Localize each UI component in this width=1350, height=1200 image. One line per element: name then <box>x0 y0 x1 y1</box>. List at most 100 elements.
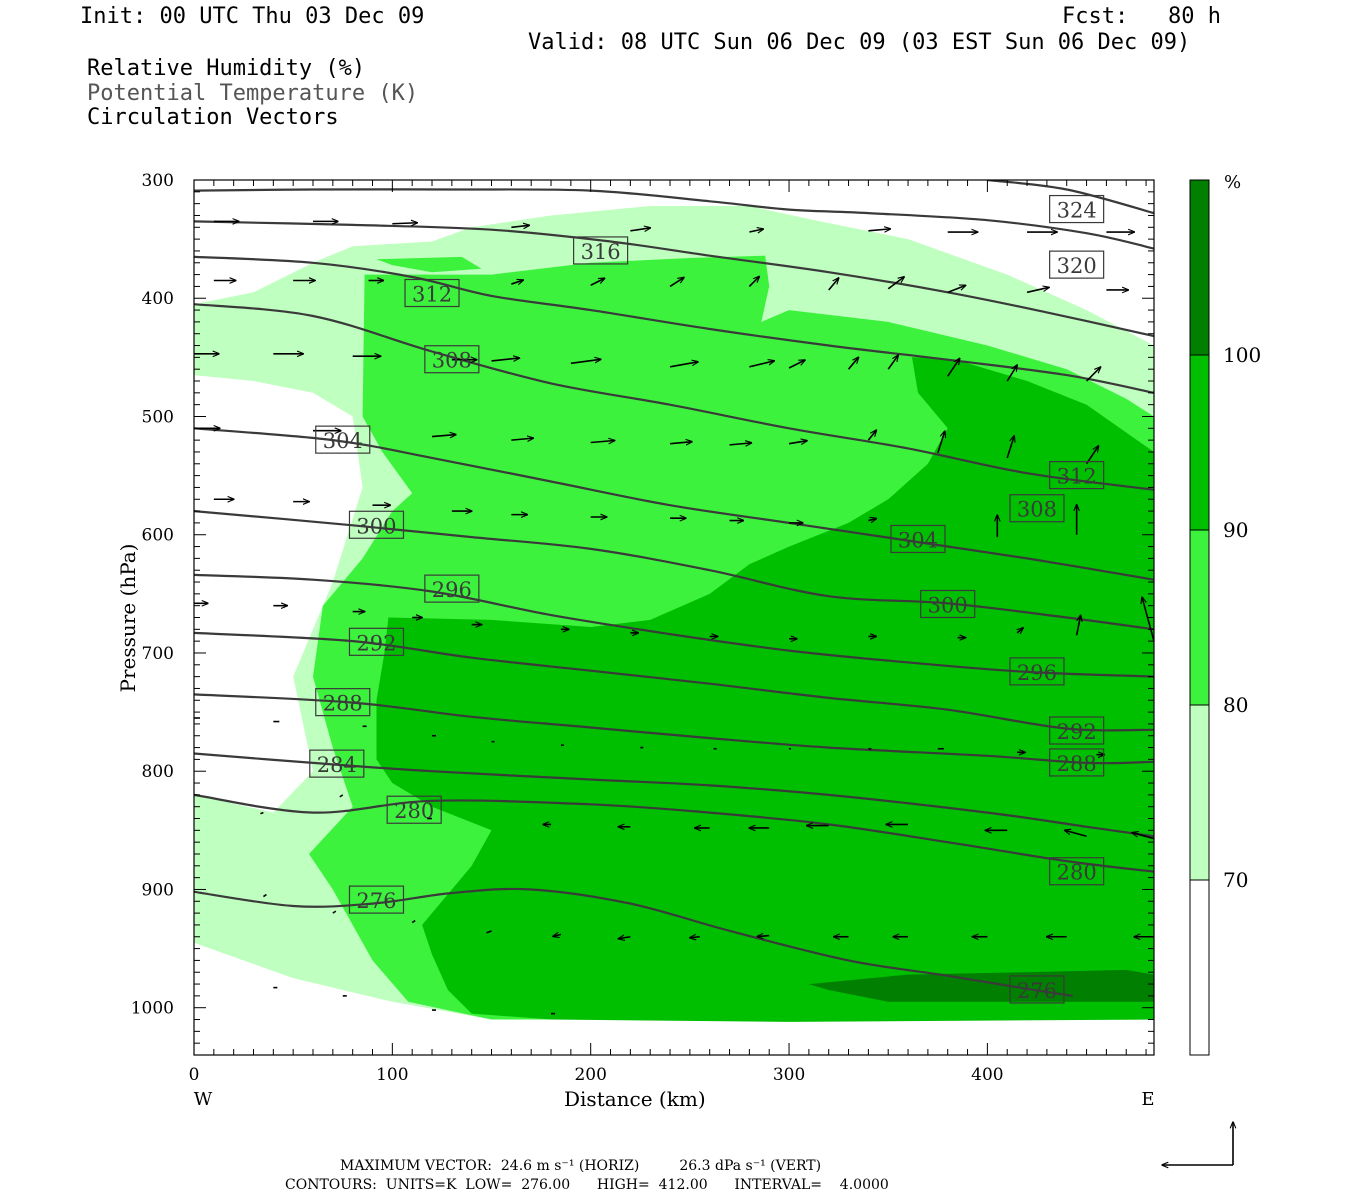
colorbar-level-label: 90 <box>1223 518 1248 542</box>
contour-label-text: 296 <box>432 578 472 602</box>
circulation-vector <box>947 285 966 294</box>
contour-label-box <box>1049 857 1105 886</box>
contour-label-text: 312 <box>412 283 452 307</box>
contour-label-text: 276 <box>356 889 396 913</box>
circulation-vector <box>690 937 700 938</box>
contour-label-292-1: 292 <box>348 627 405 656</box>
contour-label-box <box>1009 657 1065 686</box>
colorbar-level-label: 80 <box>1223 693 1248 717</box>
contour-label-text: 276 <box>1017 979 1057 1003</box>
y-tick-label: 1000 <box>131 999 174 1019</box>
init-time-label: Init: 00 UTC Thu 03 Dec 09 <box>80 4 425 29</box>
theta-contour-276 <box>194 887 1073 997</box>
theta-contour-316 <box>194 220 1154 338</box>
circulation-vector <box>749 229 763 232</box>
y-axis-title: Pressure (hPa) <box>116 544 140 693</box>
circulation-vector <box>590 278 605 286</box>
contour-label-text: 300 <box>356 514 396 538</box>
contour-label-280-1: 280 <box>386 795 442 824</box>
circulation-vector <box>1132 833 1154 840</box>
circulation-vector <box>1142 597 1154 642</box>
contour-label-308-2: 308 <box>1009 494 1065 523</box>
contour-label-box <box>315 425 371 454</box>
circulation-vector <box>411 919 416 924</box>
contour-label-276-2: 276 <box>1009 975 1065 1004</box>
theta-contour-324 <box>987 180 1154 215</box>
forecast-hour-label: Fcst: 80 h <box>1062 4 1221 29</box>
contour-label-308-1: 308 <box>424 345 480 374</box>
circulation-vector <box>847 357 859 370</box>
circulation-vector <box>788 441 807 444</box>
circulation-vector <box>431 435 456 437</box>
circulation-vector <box>1017 628 1023 633</box>
contour-label-text: 292 <box>1057 720 1097 744</box>
contour-label-box <box>348 885 405 914</box>
contour-label-text: 320 <box>1057 254 1097 278</box>
circulation-vector <box>511 225 529 227</box>
contour-label-324-1: 324 <box>1049 194 1105 224</box>
theta-contour-308 <box>194 303 1154 491</box>
y-tick-label: 400 <box>142 289 174 309</box>
contour-label-text: 304 <box>898 528 938 552</box>
circulation-vector <box>1085 367 1101 382</box>
x-tick-label: 200 <box>574 1065 606 1085</box>
colorbar-level-label: 100 <box>1223 343 1261 367</box>
colorbar-swatch-3 <box>1189 529 1210 706</box>
legend-potential-temperature: Potential Temperature (K) <box>87 81 419 106</box>
circulation-vector <box>1006 365 1017 382</box>
contour-label-box <box>309 749 365 778</box>
circulation-vector <box>511 280 523 284</box>
y-tick-label: 900 <box>142 880 174 900</box>
circulation-vector <box>669 277 684 288</box>
colorbar-swatch-4 <box>1189 354 1210 531</box>
east-end-label: E <box>1141 1089 1154 1110</box>
contour-label-296-1: 296 <box>424 574 480 603</box>
contour-label-text: 308 <box>1017 498 1057 522</box>
circulation-vector <box>1026 287 1049 294</box>
humidity-fill-layer <box>194 206 1154 1022</box>
contour-label-text: 296 <box>1017 661 1057 685</box>
colorbar-unit-label: % <box>1224 172 1241 193</box>
contour-label-box <box>573 236 629 265</box>
contour-label-292-2: 292 <box>1049 716 1105 745</box>
contour-label-box <box>920 589 976 619</box>
theta-contour-layer <box>194 180 1154 997</box>
circulation-vector <box>748 276 759 287</box>
contour-label-layer: 276 276 280 280 284 288 288 292 292 296 296 300 300 3… <box>309 194 1105 1004</box>
contour-label-box <box>1049 716 1105 745</box>
contour-label-312-2: 312 <box>1049 461 1105 490</box>
circulation-vector <box>590 441 615 443</box>
circulation-vector <box>1006 436 1014 459</box>
contour-label-box <box>404 278 460 308</box>
contour-label-text: 292 <box>356 631 396 655</box>
contour-label-276-1: 276 <box>348 885 405 914</box>
contour-label-text: 284 <box>317 753 357 777</box>
circulation-vector <box>887 355 898 370</box>
contour-label-320-1: 320 <box>1049 250 1105 279</box>
circulation-vector <box>828 278 839 291</box>
x-tick-label: 300 <box>773 1065 805 1085</box>
circulation-vector <box>669 442 692 444</box>
circulation-vector <box>669 362 698 368</box>
contour-label-text: 300 <box>928 593 968 617</box>
circulation-vector <box>339 794 344 798</box>
max-vector-horiz: 24.6 m s⁻¹ (HORIZ) <box>500 1158 640 1174</box>
y-tick-label: 500 <box>142 407 174 427</box>
y-tick-label: 700 <box>142 644 174 664</box>
contour-label-text: 324 <box>1057 199 1097 223</box>
contour-label-text: 316 <box>581 240 621 264</box>
theta-contour-300 <box>194 510 1154 631</box>
contour-label-box <box>1009 975 1065 1004</box>
contour-label-box <box>424 345 480 374</box>
contour-label-text: 312 <box>1057 465 1097 489</box>
circulation-vector <box>332 910 337 914</box>
contour-label-text: 288 <box>323 692 363 716</box>
theta-contour-312 <box>194 255 1154 394</box>
contour-label-text: 280 <box>1057 861 1097 885</box>
contour-label-box <box>315 688 371 717</box>
circulation-vector <box>570 359 601 365</box>
circulation-vector <box>788 360 805 369</box>
contour-label-box <box>386 795 442 824</box>
west-end-label: W <box>194 1089 213 1110</box>
theta-contour-304 <box>194 427 1154 581</box>
